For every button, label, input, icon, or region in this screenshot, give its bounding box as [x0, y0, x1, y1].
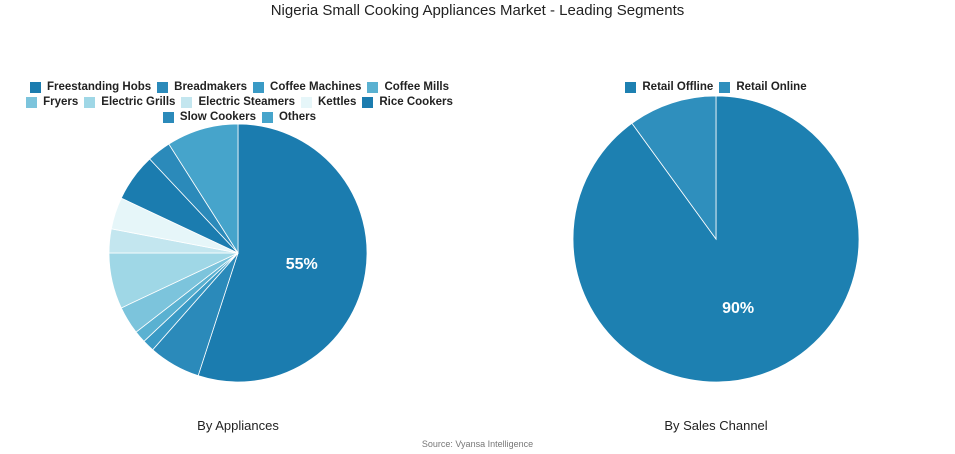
legend-swatch [162, 111, 174, 123]
legend-label: Coffee Machines [270, 81, 362, 93]
legend-label: Rice Cookers [379, 96, 453, 108]
legend-swatch [367, 81, 379, 93]
pie-slice-others[interactable] [168, 123, 239, 255]
legend-item[interactable]: Others [261, 110, 317, 124]
legend-sales-channel: Retail Offline Retail Online [566, 80, 866, 94]
legend-swatch [84, 96, 96, 108]
legend-label: Electric Steamers [198, 96, 295, 108]
legend-item[interactable]: Breadmakers [157, 80, 247, 94]
legend-swatch [157, 81, 169, 93]
legend-label: Retail Offline [642, 81, 714, 93]
chart-title: Nigeria Small Cooking Appliances Market … [270, 2, 685, 19]
legend-label: Electric Grills [101, 96, 176, 108]
legend-swatch [261, 111, 273, 123]
legend-appliances: Freestanding Hobs Breadmakers Coffee Machi… [2, 80, 477, 124]
legend-item[interactable]: Electric Steamers [181, 95, 295, 109]
legend-swatch [30, 81, 41, 93]
legend-item[interactable]: Slow Cookers [162, 110, 256, 124]
legend-item[interactable]: Fryers [26, 95, 78, 109]
legend-label: Kettles [318, 96, 357, 108]
pie-slice-freestanding-hobs[interactable] [197, 123, 368, 383]
legend-label: Retail Online [736, 81, 807, 93]
data-label: 55% [286, 256, 318, 273]
legend-item[interactable]: Retail Offline [625, 80, 713, 94]
legend-label: Others [278, 111, 317, 123]
legend-item[interactable]: Coffee Mills [367, 80, 449, 94]
legend-swatch [719, 81, 731, 93]
legend-item[interactable]: Retail Online [719, 80, 807, 94]
legend-swatch [26, 96, 38, 108]
data-label: 90% [722, 300, 754, 317]
legend-item[interactable]: Freestanding Hobs [30, 80, 151, 94]
legend-swatch [253, 81, 265, 93]
legend-label: Coffee Mills [384, 81, 449, 93]
legend-item[interactable]: Rice Cookers [362, 95, 453, 109]
subtitle-sales-channel: By Sales Channel [664, 418, 768, 433]
legend-label: Slow Cookers [179, 111, 256, 123]
legend-item[interactable]: Electric Grills [84, 95, 175, 109]
legend-swatch [181, 96, 193, 108]
legend-item[interactable]: Kettles [301, 95, 356, 109]
legend-swatch [301, 96, 312, 108]
pie-slice-retail-online[interactable] [631, 95, 717, 241]
source-note: Source: Vyansa Intelligence [421, 439, 534, 449]
legend-item[interactable]: Coffee Machines [253, 80, 361, 94]
legend-label: Fryers [43, 96, 79, 108]
subtitle-appliances: By Appliances [197, 418, 279, 433]
legend-label: Breadmakers [174, 81, 248, 93]
legend-swatch [362, 96, 374, 108]
legend-swatch [625, 81, 637, 93]
legend-label: Freestanding Hobs [47, 81, 152, 93]
